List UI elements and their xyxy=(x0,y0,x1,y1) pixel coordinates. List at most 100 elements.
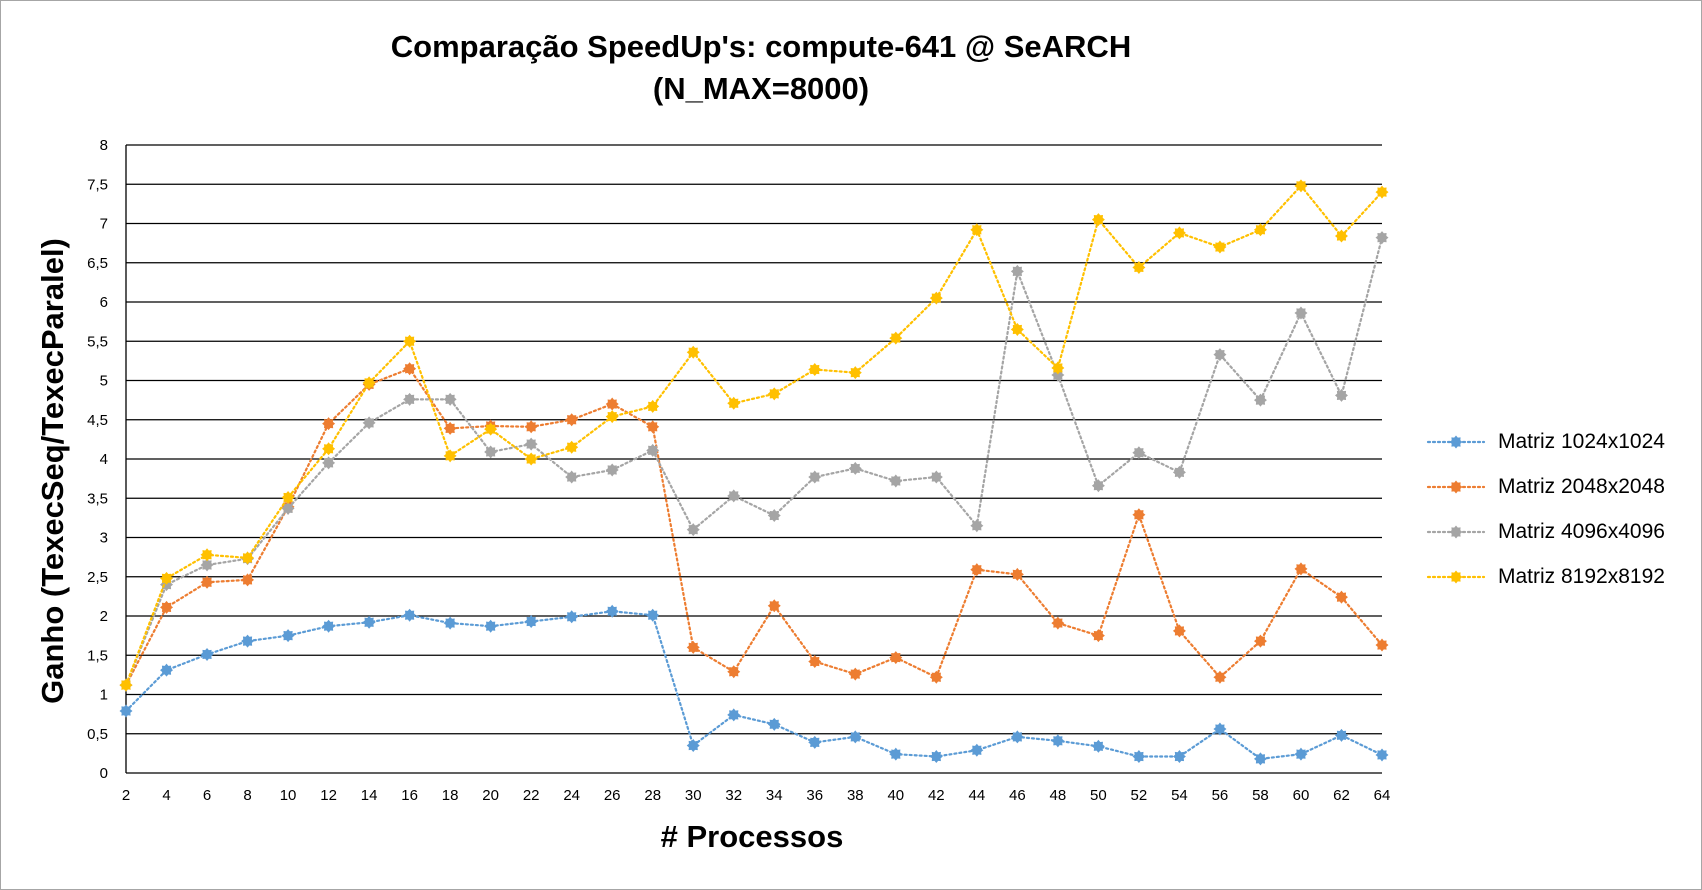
data-point xyxy=(889,331,903,345)
data-point xyxy=(403,392,417,406)
data-point xyxy=(605,410,619,424)
data-point xyxy=(1294,747,1308,761)
y-tick-label: 1,5 xyxy=(87,647,108,664)
x-tick-label: 16 xyxy=(401,787,418,804)
x-tick-label: 50 xyxy=(1090,787,1107,804)
x-tick-label: 24 xyxy=(563,787,580,804)
y-tick-label: 2,5 xyxy=(87,569,108,586)
data-point xyxy=(970,563,984,577)
x-tick-label: 20 xyxy=(482,787,499,804)
data-point xyxy=(524,437,538,451)
data-point xyxy=(362,416,376,430)
data-point xyxy=(322,417,336,431)
data-point xyxy=(686,345,700,359)
data-point xyxy=(1253,752,1267,766)
data-point xyxy=(848,461,862,475)
data-point xyxy=(160,571,174,585)
data-point xyxy=(646,420,660,434)
legend-label: Matriz 4096x4096 xyxy=(1498,519,1665,543)
data-point xyxy=(403,362,417,376)
data-point xyxy=(1091,213,1105,227)
x-tick-label: 34 xyxy=(766,787,783,804)
series-3 xyxy=(119,231,1389,692)
x-tick-label: 8 xyxy=(243,787,251,804)
data-point xyxy=(119,704,133,718)
data-point xyxy=(565,610,579,624)
x-tick-label: 40 xyxy=(887,787,904,804)
data-point xyxy=(565,413,579,427)
legend-label: Matriz 2048x2048 xyxy=(1498,474,1665,498)
data-point xyxy=(362,615,376,629)
x-tick-label: 12 xyxy=(320,787,337,804)
data-point xyxy=(1132,508,1146,522)
legend-label: Matriz 8192x8192 xyxy=(1498,564,1665,588)
data-point xyxy=(848,366,862,380)
x-tick-label: 38 xyxy=(847,787,864,804)
data-point xyxy=(1213,722,1227,736)
series-line xyxy=(124,184,1384,687)
data-point xyxy=(484,445,498,459)
data-point xyxy=(1375,748,1389,762)
y-tick-label: 7 xyxy=(100,216,108,233)
x-tick-label: 48 xyxy=(1050,787,1067,804)
series-line xyxy=(124,610,1384,761)
data-point xyxy=(1172,624,1186,638)
series-1 xyxy=(119,604,1389,766)
x-tick-label: 44 xyxy=(968,787,985,804)
chart-subtitle: (N_MAX=8000) xyxy=(652,71,870,106)
data-point xyxy=(808,655,822,669)
data-point xyxy=(1253,634,1267,648)
data-point xyxy=(322,619,336,633)
legend-swatch-marker xyxy=(1449,570,1463,583)
data-point xyxy=(322,442,336,456)
data-point xyxy=(727,665,741,679)
data-point xyxy=(241,551,255,565)
legend-swatch-marker xyxy=(1449,435,1463,448)
data-point xyxy=(929,750,943,764)
y-tick-label: 0 xyxy=(100,765,108,782)
data-point xyxy=(281,490,295,504)
legend-label: Matriz 1024x1024 xyxy=(1498,429,1665,453)
x-tick-label: 62 xyxy=(1333,787,1350,804)
legend-item: Matriz 4096x4096 xyxy=(1426,509,1696,554)
data-point xyxy=(727,708,741,722)
data-point xyxy=(443,449,457,463)
data-point xyxy=(1294,306,1308,320)
data-point xyxy=(1051,734,1065,748)
y-tick-label: 4 xyxy=(100,451,108,468)
data-point xyxy=(686,640,700,654)
data-point xyxy=(241,634,255,648)
data-point xyxy=(200,575,214,589)
x-tick-label: 36 xyxy=(806,787,823,804)
data-point xyxy=(1172,750,1186,764)
series-4 xyxy=(119,179,1389,692)
legend-item: Matriz 2048x2048 xyxy=(1426,464,1696,509)
data-point xyxy=(929,670,943,684)
data-point xyxy=(1132,260,1146,274)
data-point xyxy=(241,573,255,587)
y-tick-label: 3,5 xyxy=(87,490,108,507)
data-point xyxy=(403,608,417,622)
data-point xyxy=(119,678,133,692)
data-point xyxy=(1294,179,1308,193)
data-point xyxy=(200,647,214,661)
data-point xyxy=(646,608,660,622)
data-point xyxy=(929,470,943,484)
y-tick-label: 8 xyxy=(100,137,108,154)
x-tick-label: 52 xyxy=(1131,787,1148,804)
data-point xyxy=(443,392,457,406)
x-tick-label: 22 xyxy=(523,787,540,804)
data-point xyxy=(1334,590,1348,604)
data-point xyxy=(1213,670,1227,684)
x-tick-label: 32 xyxy=(725,787,742,804)
y-tick-label: 0,5 xyxy=(87,726,108,743)
data-point xyxy=(1051,361,1065,375)
data-point xyxy=(767,717,781,731)
y-tick-label: 5,5 xyxy=(87,333,108,350)
data-point xyxy=(565,470,579,484)
legend-item: Matriz 1024x1024 xyxy=(1426,419,1696,464)
data-point xyxy=(605,604,619,618)
legend-swatch-marker xyxy=(1449,525,1463,538)
x-tick-label: 14 xyxy=(361,787,378,804)
